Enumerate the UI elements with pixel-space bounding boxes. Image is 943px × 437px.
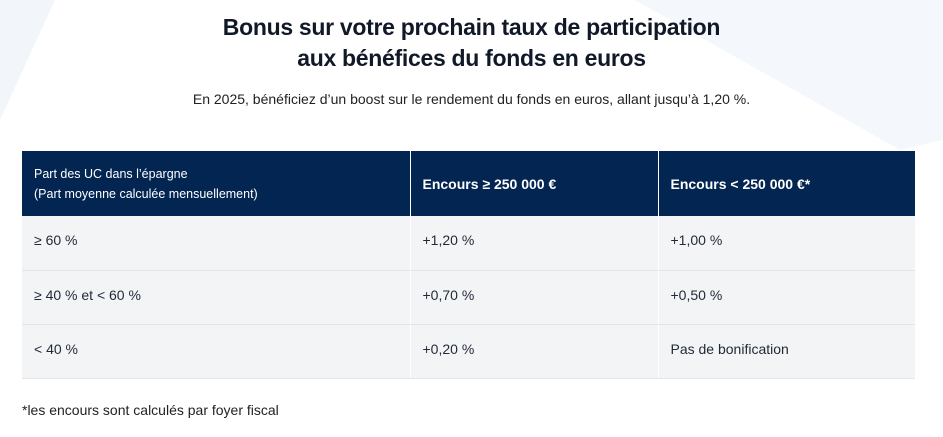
page-title: Bonus sur votre prochain taux de partici… (0, 12, 943, 74)
cell-bonus-high: +1,20 % (410, 216, 659, 271)
cell-bonus-high: +0,20 % (410, 324, 659, 379)
cell-uc-share: < 40 % (22, 324, 411, 379)
cell-bonus-low: +1,00 % (658, 216, 915, 271)
title-line-2: aux bénéfices du fonds en euros (297, 45, 646, 71)
cell-bonus-high: +0,70 % (410, 270, 659, 325)
table-row: < 40 % +0,20 % Pas de bonification (22, 324, 915, 379)
table-row: ≥ 40 % et < 60 % +0,70 % +0,50 % (22, 270, 915, 325)
title-line-1: Bonus sur votre prochain taux de partici… (222, 14, 721, 40)
table-row: ≥ 60 % +1,20 % +1,00 % (22, 216, 915, 271)
header-uc-share: Part des UC dans l’épargne (Part moyenne… (22, 151, 411, 216)
cell-bonus-low: +0,50 % (658, 270, 915, 325)
cell-bonus-low: Pas de bonification (658, 324, 915, 379)
cell-uc-share: ≥ 60 % (22, 216, 411, 271)
header-uc-share-line2: (Part moyenne calculée mensuellement) (34, 186, 258, 201)
footnote: *les encours sont calculés par foyer fis… (22, 402, 279, 418)
header-encours-low: Encours < 250 000 €* (658, 151, 915, 216)
header-encours-high: Encours ≥ 250 000 € (410, 151, 659, 216)
table-header-row: Part des UC dans l’épargne (Part moyenne… (22, 151, 915, 216)
subtitle: En 2025, bénéficiez d’un boost sur le re… (192, 91, 751, 107)
cell-uc-share: ≥ 40 % et < 60 % (22, 270, 411, 325)
bonus-table: Part des UC dans l’épargne (Part moyenne… (22, 151, 915, 379)
header-uc-share-line1: Part des UC dans l’épargne (34, 166, 188, 181)
